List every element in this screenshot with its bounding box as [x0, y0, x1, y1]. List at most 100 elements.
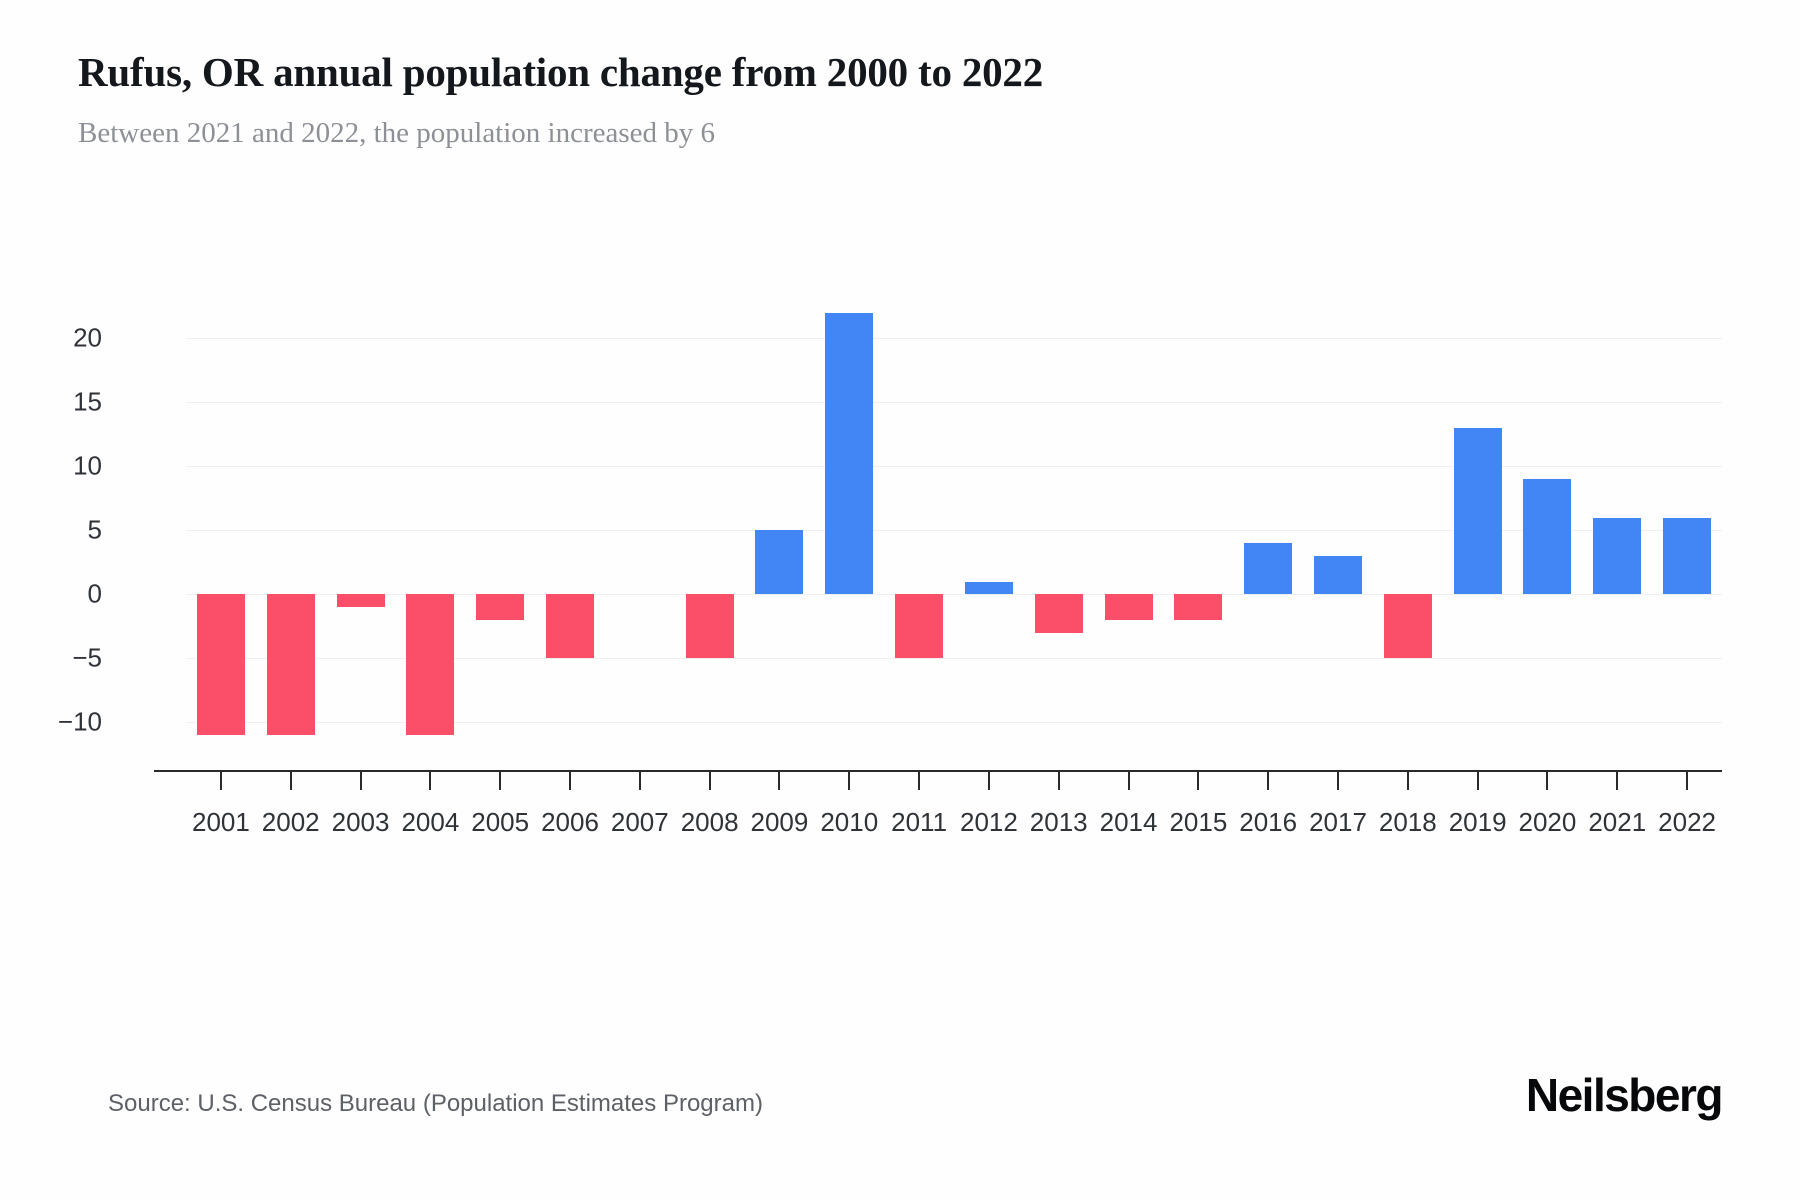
x-axis-tick-label: 2011: [891, 807, 948, 837]
x-axis-tick: [987, 772, 990, 790]
x-axis-tick: [1197, 772, 1200, 790]
x-axis-tick-label: 2006: [541, 807, 599, 837]
x-axis-tick: [359, 772, 362, 790]
brand-logo: Neilsberg: [1525, 1069, 1724, 1121]
bar-group[interactable]: 2007: [605, 300, 675, 837]
bar-group[interactable]: 2004: [395, 300, 465, 837]
x-axis-tick: [429, 772, 432, 790]
y-axis-tick-label: −10: [57, 706, 102, 737]
bar[interactable]: [1244, 543, 1293, 595]
x-axis-tick: [1406, 772, 1409, 790]
gridline: [186, 530, 1722, 532]
chart-subtitle: Between 2021 and 2022, the population in…: [78, 117, 716, 150]
x-axis-tick-label: 2019: [1448, 807, 1507, 837]
x-axis-tick: [1057, 772, 1060, 790]
bar-group[interactable]: 2019: [1443, 300, 1513, 837]
x-axis-tick: [1686, 772, 1689, 790]
bar[interactable]: [1313, 556, 1362, 595]
bar[interactable]: [476, 594, 525, 620]
x-axis-tick: [638, 772, 641, 790]
x-axis-tick-label: 2003: [331, 807, 390, 837]
gridline: [186, 466, 1722, 468]
bar-group[interactable]: 2001: [186, 300, 256, 837]
bar-group[interactable]: 2014: [1094, 300, 1164, 837]
bar[interactable]: [1453, 428, 1502, 595]
bar[interactable]: [1174, 594, 1223, 620]
bar-group[interactable]: 2018: [1373, 300, 1443, 837]
bar-series: 2001 2002 2003 2004 2005 2006 2007 2008 2009 2010…: [186, 300, 1722, 837]
bar[interactable]: [685, 594, 734, 659]
y-axis-tick-label: 5: [87, 514, 102, 545]
x-axis-tick: [708, 772, 711, 790]
bar-group[interactable]: 2012: [954, 300, 1024, 837]
x-axis-tick: [568, 772, 571, 790]
x-axis-tick: [1336, 772, 1339, 790]
bar-group[interactable]: 2005: [465, 300, 535, 837]
bar-group[interactable]: 2015: [1163, 300, 1233, 837]
x-axis-tick: [1267, 772, 1270, 790]
bar[interactable]: [1383, 594, 1432, 659]
x-axis-tick-label: 2013: [1029, 807, 1088, 837]
x-axis-tick-label: 2018: [1378, 807, 1437, 837]
bar[interactable]: [1663, 517, 1712, 595]
bar[interactable]: [266, 594, 315, 736]
x-axis-tick: [1616, 772, 1619, 790]
page-title: Rufus, OR annual population change from …: [78, 49, 1044, 95]
x-axis-tick: [918, 772, 921, 790]
x-axis-tick: [1476, 772, 1479, 790]
x-axis-tick-label: 2005: [471, 807, 530, 837]
bar-group[interactable]: 2021: [1582, 300, 1652, 837]
x-axis-tick-label: 2015: [1169, 807, 1228, 837]
y-axis-tick-label: 15: [73, 386, 102, 417]
gridline: [186, 402, 1722, 404]
bar-group[interactable]: 2022: [1652, 300, 1722, 837]
x-axis-tick: [778, 772, 781, 790]
bar-group[interactable]: 2003: [326, 300, 396, 837]
y-axis-tick-label: 20: [73, 322, 102, 353]
bar[interactable]: [406, 594, 455, 736]
bar-group[interactable]: 2002: [256, 300, 326, 837]
bar-group[interactable]: 2011: [884, 300, 954, 837]
x-axis-tick: [1127, 772, 1130, 790]
bar-group[interactable]: 2009: [745, 300, 815, 837]
bar-group[interactable]: 2013: [1024, 300, 1094, 837]
bar[interactable]: [755, 530, 804, 595]
bar-group[interactable]: 2017: [1303, 300, 1373, 837]
x-axis-tick-label: 2020: [1518, 807, 1577, 837]
source-note: Source: U.S. Census Bureau (Population E…: [108, 1090, 763, 1117]
bar[interactable]: [1034, 594, 1083, 633]
bar[interactable]: [196, 594, 245, 736]
bar-group[interactable]: 2010: [814, 300, 884, 837]
x-axis-tick-label: 2004: [401, 807, 460, 837]
bar[interactable]: [545, 594, 594, 659]
bar-group[interactable]: 2020: [1513, 300, 1583, 837]
bar[interactable]: [825, 312, 874, 595]
bar-group[interactable]: 2008: [675, 300, 745, 837]
y-axis-tick-label: 10: [73, 450, 102, 481]
bar[interactable]: [1104, 594, 1153, 620]
y-axis-tick-label: 0: [87, 578, 102, 609]
x-axis-tick-label: 2021: [1588, 807, 1647, 837]
bar[interactable]: [1593, 517, 1642, 595]
bar[interactable]: [1523, 479, 1572, 595]
bar[interactable]: [336, 594, 385, 608]
x-axis-tick: [848, 772, 851, 790]
gridline: [186, 658, 1722, 660]
bar-group[interactable]: 2016: [1233, 300, 1303, 837]
bar[interactable]: [895, 594, 944, 659]
bar[interactable]: [964, 581, 1013, 595]
x-axis-tick-label: 2010: [820, 807, 879, 837]
bar-chart: 20 15 10 5 0 −5 −10 2001 2002 2003 2004 2005 2006 20…: [58, 300, 1722, 837]
gridline: [186, 594, 1722, 596]
x-axis-tick-label: 2007: [610, 807, 669, 837]
x-axis-tick-label: 2012: [959, 807, 1018, 837]
x-axis-tick-label: 2014: [1099, 807, 1158, 837]
chart-header: Rufus, OR annual population change from …: [78, 48, 1718, 151]
x-axis-tick-label: 2001: [191, 807, 250, 837]
bar-group[interactable]: 2006: [535, 300, 605, 837]
x-axis-tick-label: 2022: [1658, 807, 1716, 837]
gridline: [186, 338, 1722, 340]
x-axis-tick-label: 2002: [261, 807, 320, 837]
